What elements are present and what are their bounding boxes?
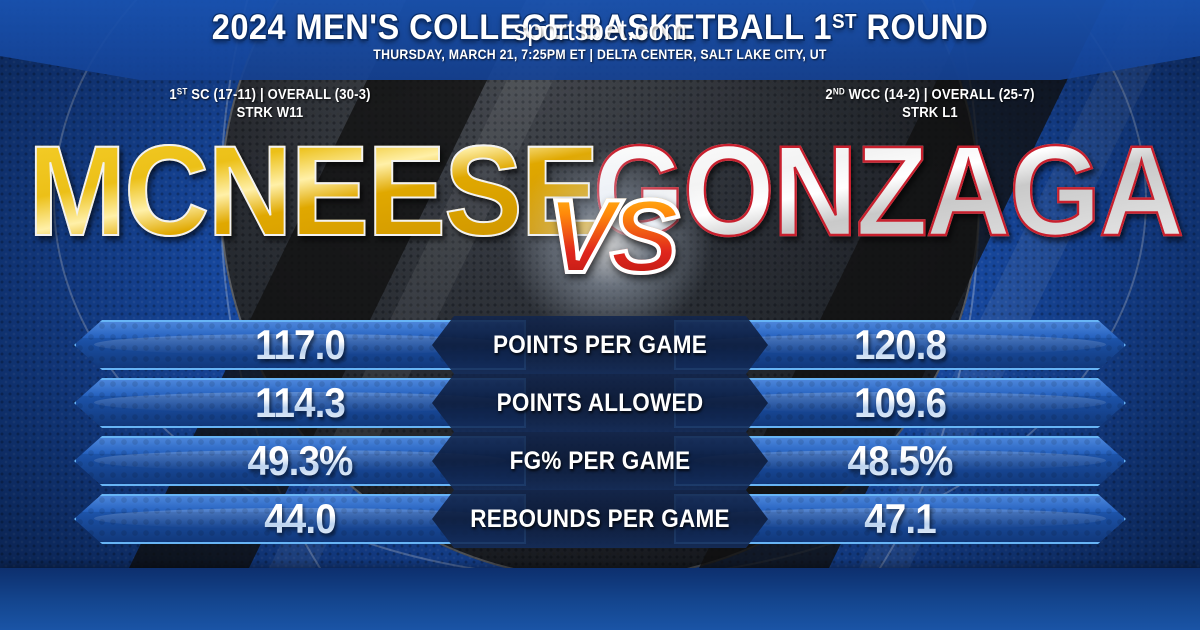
page-title: 2024 MEN'S COLLEGE BASKETBALL 1ST ROUND — [42, 8, 1158, 48]
site-url: sportsbet.com — [513, 14, 687, 47]
stat-value-left: 49.3% — [92, 436, 508, 486]
stat-value-left: 114.3 — [92, 378, 508, 428]
stat-row: 44.0 47.1 REBOUNDS PER GAME — [0, 490, 1200, 548]
footer-band — [0, 568, 1200, 630]
stat-label-band — [432, 316, 768, 374]
page-title-main: 2024 MEN'S COLLEGE BASKETBALL 1 — [211, 8, 833, 47]
stat-label-band — [432, 374, 768, 432]
vs-badge: VS — [500, 177, 720, 297]
stat-row: 114.3 109.6 POINTS ALLOWED — [0, 374, 1200, 432]
stat-label-band — [432, 432, 768, 490]
vs-burst — [500, 140, 720, 330]
stat-label: POINTS ALLOWED — [496, 389, 704, 417]
page-title-ordinal: ST — [832, 10, 858, 33]
team-seed-right: 2 — [825, 87, 833, 103]
stat-value-right: 109.6 — [692, 378, 1108, 428]
team-seed-ordinal-left: ST — [176, 86, 188, 97]
team-streak-right: STRK L1 — [902, 105, 958, 122]
game-details: THURSDAY, MARCH 21, 7:25PM ET | DELTA CE… — [373, 46, 827, 62]
team-seed-left: 1 — [169, 87, 177, 103]
stat-value-left: 117.0 — [92, 320, 508, 370]
stat-value-right: 48.5% — [692, 436, 1108, 486]
stat-label-band — [432, 490, 768, 548]
stat-row: 49.3% 48.5% FG% PER GAME — [0, 432, 1200, 490]
stat-label: FG% PER GAME — [509, 447, 691, 475]
page-title-tail: ROUND — [857, 8, 989, 47]
stat-row: 117.0 120.8 POINTS PER GAME — [0, 316, 1200, 374]
stat-label: REBOUNDS PER GAME — [470, 505, 730, 533]
stat-value-right: 120.8 — [692, 320, 1108, 370]
stat-label: POINTS PER GAME — [492, 331, 708, 359]
stat-value-right: 47.1 — [692, 494, 1108, 544]
team-record-left: 1ST SC (17-11) | OVERALL (30-3) STRK W11 — [81, 86, 459, 122]
team-conference-record-right: WCC (14-2) | OVERALL (25-7) — [844, 87, 1035, 103]
stats-table: 117.0 120.8 POINTS PER GAME 114.3 109.6 POINT… — [0, 316, 1200, 548]
stat-value-left: 44.0 — [92, 494, 508, 544]
team-streak-left: STRK W11 — [236, 105, 304, 122]
team-conference-record-left: SC (17-11) | OVERALL (30-3) — [187, 87, 371, 103]
team-record-right: 2ND WCC (14-2) | OVERALL (25-7) STRK L1 — [741, 86, 1119, 122]
header-band — [0, 0, 1200, 80]
team-seed-ordinal-right: ND — [832, 86, 845, 97]
